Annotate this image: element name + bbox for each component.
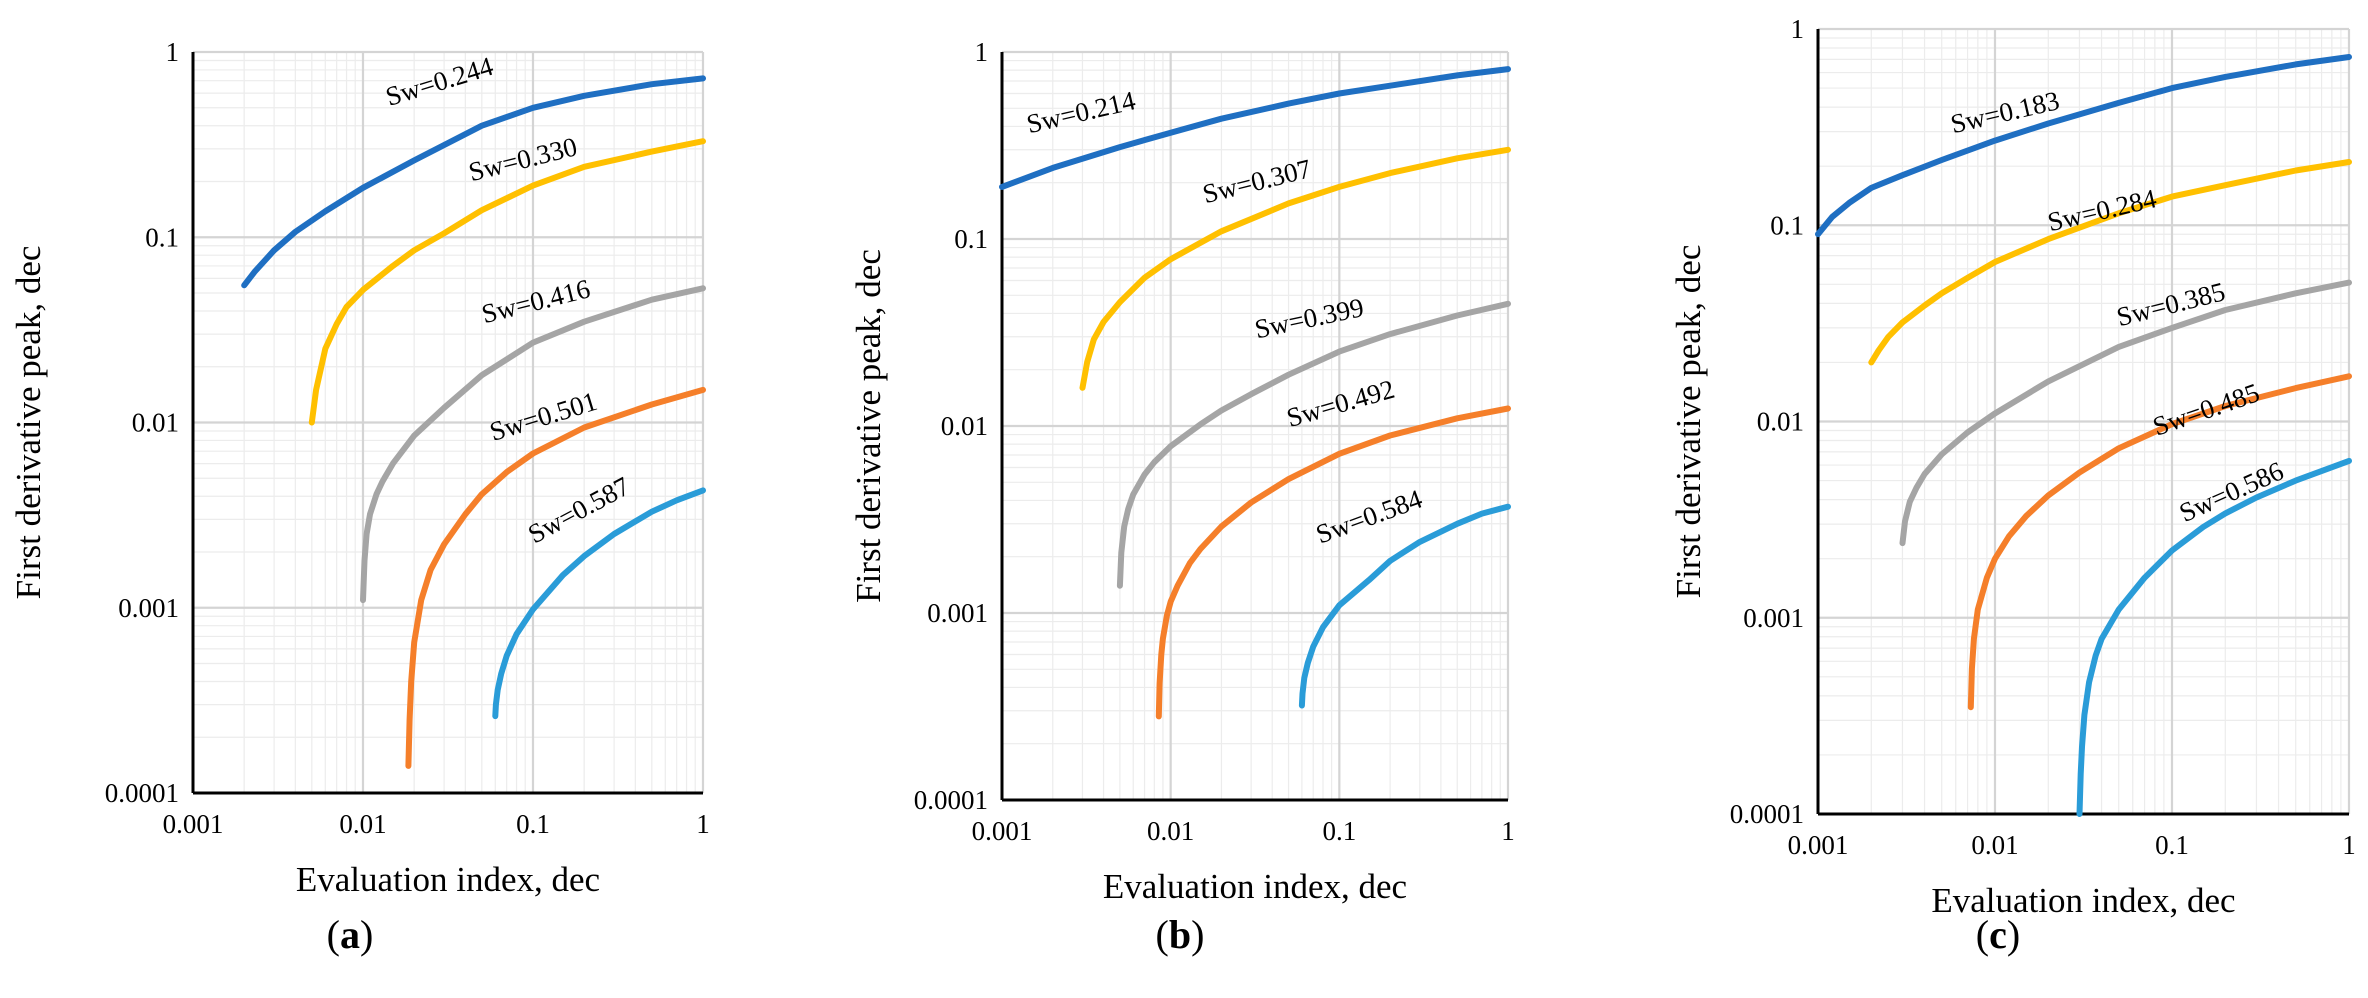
y-tick-label: 1 xyxy=(975,37,989,67)
series-label: Sw=0.587 xyxy=(523,471,635,549)
panel-label: (b) xyxy=(1156,912,1205,957)
y-tick-label: 0.0001 xyxy=(1730,799,1804,829)
series-line-sw-0-399 xyxy=(1116,300,1511,589)
y-tick-label: 0.001 xyxy=(1743,603,1804,633)
y-tick-label: 0.1 xyxy=(954,224,988,254)
series-line-sw-0-330 xyxy=(308,138,706,426)
x-tick-label: 0.001 xyxy=(163,809,224,839)
y-axis-label: First derivative peak, dec xyxy=(849,249,888,603)
series-line-sw-0-587 xyxy=(492,487,706,720)
series-label: Sw=0.485 xyxy=(2149,377,2263,441)
series-line-sw-0-501 xyxy=(405,386,706,769)
y-tick-label: 1 xyxy=(1791,14,1805,44)
x-tick-label: 0.001 xyxy=(1788,830,1849,860)
series-line-sw-0-183 xyxy=(1815,54,2352,238)
y-tick-label: 1 xyxy=(166,37,180,67)
x-tick-label: 0.01 xyxy=(1971,830,2018,860)
series-label: Sw=0.492 xyxy=(1283,374,1397,433)
x-axis-label: Evaluation index, dec xyxy=(1931,881,2235,920)
series-line-sw-0-416 xyxy=(360,285,706,604)
chart-panel-c: 0.001 0.01 0.1 10.00010.0010.010.11Evaluati… xyxy=(1669,14,2356,957)
y-axis-label: First derivative peak, dec xyxy=(9,246,48,600)
series-label: Sw=0.501 xyxy=(486,386,600,447)
series-line-sw-0-485 xyxy=(1967,373,2352,711)
y-tick-label: 0.01 xyxy=(1757,407,1804,437)
series-label: Sw=0.584 xyxy=(1312,483,1427,549)
y-tick-label: 0.01 xyxy=(132,408,179,438)
y-tick-label: 0.001 xyxy=(927,598,988,628)
series-label: Sw=0.284 xyxy=(2045,183,2160,237)
y-tick-label: 0.0001 xyxy=(105,778,179,808)
series-label: Sw=0.330 xyxy=(466,131,580,187)
series-line-sw-0-385 xyxy=(1899,279,2352,547)
panel-label: (a) xyxy=(327,912,374,957)
panel-label: (c) xyxy=(1976,912,2020,957)
series-line-sw-0-492 xyxy=(1155,405,1511,720)
series-line-sw-0-586 xyxy=(2076,457,2352,817)
series-line-sw-0-584 xyxy=(1298,503,1511,709)
x-axis-label: Evaluation index, dec xyxy=(1103,867,1407,906)
y-axis-label: First derivative peak, dec xyxy=(1669,245,1708,599)
y-tick-label: 0.0001 xyxy=(914,785,988,815)
x-tick-label: 0.1 xyxy=(516,809,550,839)
x-tick-label: 0.01 xyxy=(1147,816,1194,846)
chart-panel-b: 0.001 0.01 0.1 10.00010.0010.010.11Evaluati… xyxy=(849,37,1515,957)
x-tick-label: 0.1 xyxy=(2155,830,2189,860)
y-tick-label: 0.01 xyxy=(941,411,988,441)
x-axis-label: Evaluation index, dec xyxy=(296,860,600,899)
x-tick-label: 0.1 xyxy=(1322,816,1356,846)
series-line-sw-0-244 xyxy=(241,75,706,289)
chart-panel-a: 0.001 0.01 0.1 10.00010.0010.010.11Evaluati… xyxy=(9,37,710,957)
y-tick-label: 0.001 xyxy=(118,593,179,623)
y-tick-label: 0.1 xyxy=(1770,210,1804,240)
x-tick-label: 0.001 xyxy=(972,816,1033,846)
y-tick-label: 0.1 xyxy=(145,222,179,252)
x-tick-label: 1 xyxy=(1501,816,1515,846)
series-line-sw-0-307 xyxy=(1079,146,1511,391)
x-tick-label: 1 xyxy=(696,809,710,839)
series-line-sw-0-214 xyxy=(999,66,1511,190)
series-line-sw-0-284 xyxy=(1868,159,2352,366)
x-tick-label: 1 xyxy=(2342,830,2356,860)
x-tick-label: 0.01 xyxy=(339,809,386,839)
